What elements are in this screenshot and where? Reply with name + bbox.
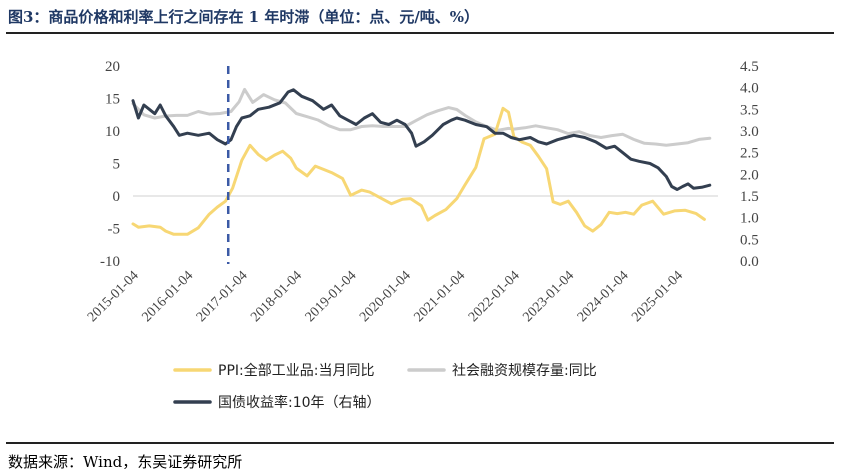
right-tick-label: 0.5: [740, 232, 759, 248]
left-tick-label: 10: [105, 124, 120, 140]
x-tick-label: 2025-01-04: [629, 268, 686, 325]
x-tick-label: 2020-01-04: [357, 268, 414, 325]
right-tick-label: 4.5: [740, 59, 759, 75]
x-tick-label: 2021-01-04: [412, 268, 469, 325]
x-tick-label: 2018-01-04: [248, 268, 305, 325]
right-tick-label: 2.0: [740, 167, 759, 183]
right-tick-label: 4.0: [740, 81, 759, 97]
x-tick-label: 2016-01-04: [139, 268, 196, 325]
left-tick-label: -10: [100, 254, 120, 270]
legend-label: PPI:全部工业品:当月同比: [218, 362, 374, 379]
source-note: 数据来源：Wind，东吴证券研究所: [8, 453, 243, 471]
left-tick-label: 20: [105, 59, 120, 75]
right-tick-label: 1.5: [740, 189, 759, 205]
right-tick-label: 0.0: [740, 254, 759, 270]
left-tick-label: -5: [108, 222, 121, 238]
x-tick-label: 2024-01-04: [575, 268, 632, 325]
right-tick-label: 3.5: [740, 102, 759, 118]
series-line-1: [131, 87, 712, 147]
x-tick-label: 2017-01-04: [194, 268, 251, 325]
right-axis-ticks: 4.5 4.0 3.5 3.0 2.5 2.0 1.5 1.0 0.5 0.0: [740, 59, 759, 270]
left-axis-ticks: 20 15 10 5 0 -5 -10: [100, 59, 120, 270]
bottom-rule: [6, 442, 834, 444]
left-tick-label: 0: [113, 189, 121, 205]
series-line-0: [131, 106, 706, 236]
chart-title: 图3：商品价格和利率上行之间存在 1 年时滞（单位：点、元/吨、%）: [8, 8, 480, 26]
right-tick-label: 1.0: [740, 211, 759, 227]
x-tick-label: 2023-01-04: [520, 268, 577, 325]
top-rule: [6, 32, 834, 34]
legend-label: 社会融资规模存量:同比: [452, 363, 597, 379]
right-tick-label: 3.0: [740, 124, 759, 140]
x-tick-label: 2019-01-04: [303, 268, 360, 325]
x-tick-label: 2015-01-04: [85, 268, 142, 325]
legend-label: 国债收益率:10年（右轴）: [218, 394, 381, 411]
x-tick-label: 2022-01-04: [466, 268, 523, 325]
left-tick-label: 5: [113, 157, 121, 173]
right-tick-label: 2.5: [740, 146, 759, 162]
series-layer: [131, 87, 712, 236]
series-line-2: [131, 88, 712, 191]
left-tick-label: 15: [105, 92, 120, 108]
x-axis-ticks: 2015-01-042016-01-042017-01-042018-01-04…: [85, 268, 686, 325]
